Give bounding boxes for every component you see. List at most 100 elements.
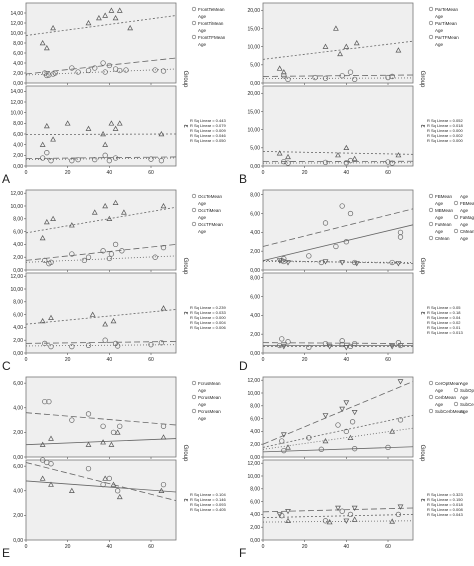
y-tick-label: 10,00 (10, 110, 23, 116)
legend-marker (429, 381, 433, 385)
y-tick-label: 6,00 (13, 381, 23, 387)
legend-entry: Age (460, 208, 469, 213)
x-tick-label: 40 (344, 170, 350, 176)
strip-label: Group (419, 258, 425, 275)
plot-area (26, 3, 176, 83)
y-tick-label: 0,00 (13, 268, 23, 274)
y-tick-label: 5,00 (250, 63, 260, 69)
y-tick-label: 10,00 (10, 31, 23, 37)
y-tick-label: 12,00 (10, 21, 23, 27)
y-tick-label: 20,00 (247, 8, 260, 14)
legend-entry: Age (460, 395, 469, 400)
plot-area (263, 377, 413, 457)
legend-marker (192, 35, 196, 39)
x-tick-label: 20 (65, 170, 71, 176)
y-tick-label: 2,00 (13, 71, 23, 77)
y-tick-label: 8,00 (250, 404, 260, 410)
y-tick-label: 12,00 (247, 461, 260, 467)
y-tick-label: 12,00 (247, 378, 260, 384)
y-tick-label: 6,00 (250, 294, 260, 300)
strip-label: Group (182, 445, 188, 462)
y-tick-label: 8,00 (250, 276, 260, 282)
x-tick-label: 60 (148, 544, 154, 550)
y-tick-label: 8,00 (13, 217, 23, 223)
x-tick-label: 40 (107, 544, 113, 550)
x-tick-label: 0 (262, 357, 265, 363)
rsq-label: R Sq Linear = 0.000 (427, 138, 463, 143)
y-tick-label: 0,00 (250, 81, 260, 87)
y-tick-label: 2,00 (250, 249, 260, 255)
legend-marker (192, 381, 196, 385)
legend-entry: OccTFMean (198, 222, 223, 227)
panel-letter: B (239, 172, 247, 186)
plot-area (263, 3, 413, 83)
legend-entry: Age (460, 409, 469, 414)
y-tick-label: 2,00 (250, 332, 260, 338)
y-tick-label: 0,00 (13, 455, 23, 461)
legend-marker (192, 208, 196, 212)
y-tick-label: 6,00 (13, 312, 23, 318)
legend-marker (454, 215, 458, 219)
legend-entry: FBMean (460, 201, 474, 206)
legend-entry: Age (198, 402, 207, 407)
x-tick-label: 40 (344, 544, 350, 550)
y-tick-label: 8,00 (13, 300, 23, 306)
y-tick-label: 8,00 (13, 121, 23, 127)
y-tick-label: 2,00 (13, 153, 23, 159)
rsq-labels: R Sq Linear = 0.05R Sq Linear = 0.18R Sq… (427, 305, 463, 335)
x-tick-label: 20 (302, 357, 308, 363)
x-tick-label: 40 (107, 170, 113, 176)
legend-entry: FrontTFMean (198, 35, 226, 40)
y-tick-label: 12,00 (10, 191, 23, 197)
legend-marker (454, 229, 458, 233)
plot-area (26, 377, 176, 457)
y-tick-label: 6,00 (13, 132, 23, 138)
legend-entry: CMean (435, 236, 450, 241)
legend-marker (454, 402, 458, 406)
legend-entry: OccTiMean (198, 208, 221, 213)
legend-marker (429, 395, 433, 399)
legend-entry: Age (435, 402, 444, 407)
row-label: ε (419, 311, 426, 314)
legend-entry: CMean (460, 229, 474, 234)
plot-area (26, 460, 176, 540)
panel-d-row-1: 0,002,004,006,008,00 (250, 190, 413, 274)
legend-entry: Age (435, 229, 444, 234)
row-label: ε (182, 498, 189, 501)
y-tick-label: 10,00 (10, 287, 23, 293)
legend-entry: Age (435, 14, 444, 19)
legend-marker (454, 388, 458, 392)
y-tick-label: 12,00 (10, 100, 23, 106)
legend-entry: CerbMean (435, 395, 457, 400)
legend-marker (192, 222, 196, 226)
legend-entry: SubCerbMean (460, 402, 474, 407)
legend-entry: FaMagnMean (460, 215, 474, 220)
x-tick-label: 60 (148, 357, 154, 363)
legend-marker (429, 222, 433, 226)
rsq-label: R Sq Linear = 0.050 (190, 138, 226, 143)
y-tick-label: 6,00 (250, 499, 260, 505)
y-tick-label: 4,00 (250, 512, 260, 518)
y-tick-label: 4,00 (13, 325, 23, 331)
legend-marker (192, 21, 196, 25)
y-tick-label: 14,00 (10, 11, 23, 17)
y-tick-label: 10,00 (247, 44, 260, 50)
legend-entry: Age (460, 222, 469, 227)
x-tick-label: 20 (65, 357, 71, 363)
y-tick-label: 0,00 (13, 351, 23, 357)
x-tick-label: 0 (25, 357, 28, 363)
x-tick-label: 20 (302, 170, 308, 176)
panel-letter: E (2, 546, 10, 560)
legend-entry: Age (198, 229, 207, 234)
